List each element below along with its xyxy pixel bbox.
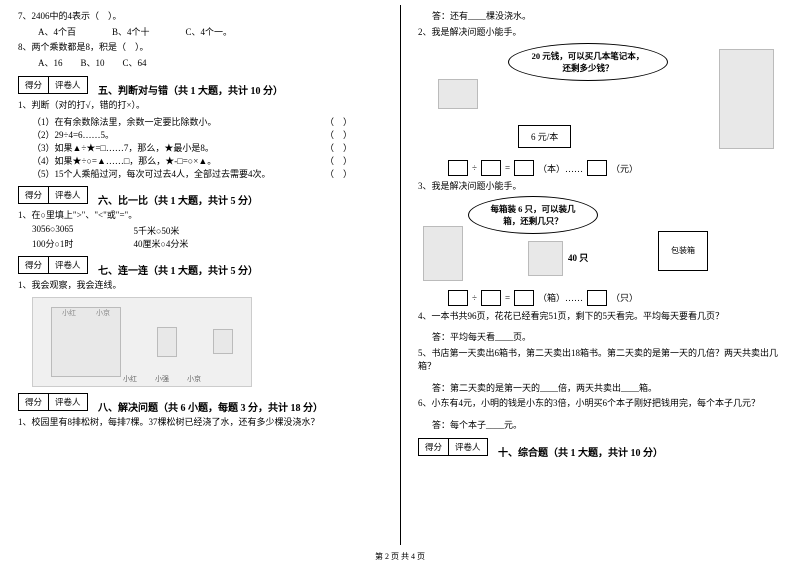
right-column: 答：还有____棵没浇水。 2、我是解决问题小能手。 20 元钱，可以买几本笔记… bbox=[400, 0, 800, 565]
q6: 6、小东有4元，小明的钱是小东的3倍，小明买6个本子刚好把钱用完，每个本子几元？ bbox=[418, 397, 782, 411]
q7-text: 7、2406中的4表示（ ）。 bbox=[18, 10, 382, 24]
ans5: 答：第二天卖的是第一天的____倍，两天共卖出____箱。 bbox=[418, 382, 782, 396]
judge-3: （3）如果▲÷★=□……7，那么，★最小是8。（ ） bbox=[18, 141, 382, 154]
score-label: 得分 bbox=[18, 76, 49, 94]
q3: 3、我是解决问题小能手。 bbox=[418, 180, 782, 194]
price-box: 6 元/本 bbox=[518, 125, 571, 148]
calc-row-2: ÷ = （箱）…… （只） bbox=[448, 290, 782, 306]
sec5-title: 五、判断对与错（共 1 大题，共计 10 分） bbox=[98, 82, 382, 97]
sec10-title: 十、综合题（共 1 大题，共计 10 分） bbox=[498, 444, 782, 459]
judge-2: （2）29÷4=6……5。（ ） bbox=[18, 128, 382, 141]
sec8-q1: 1、校园里有8排松树，每排7棵。37棵松树已经浇了水，还有多少棵没浇水？ bbox=[18, 416, 382, 430]
ans1: 答：还有____棵没浇水。 bbox=[418, 10, 782, 24]
calc-row-1: ÷ = （本）…… （元） bbox=[448, 160, 782, 176]
sec6-title: 六、比一比（共 1 大题，共计 5 分） bbox=[98, 192, 382, 207]
q5: 5、书店第一天卖出6箱书，第二天卖出18箱书。第二天卖的是第一天的几倍？两天共卖… bbox=[418, 347, 782, 374]
q2: 2、我是解决问题小能手。 bbox=[418, 26, 782, 40]
q7-opts: A、4个百 B、4个十 C、4个一。 bbox=[18, 26, 382, 40]
bubble-2: 每箱装 6 只，可以装几 箱，还剩几只？ bbox=[468, 196, 598, 234]
ans6: 答：每个本子____元。 bbox=[418, 419, 782, 433]
ans4: 答：平均每天看____页。 bbox=[418, 331, 782, 345]
sec5-intro: 1、判断（对的打√，错的打×）。 bbox=[18, 99, 382, 113]
count-label: 40 只 bbox=[568, 251, 588, 264]
q8-text: 8、两个乘数都是8，积是（ ）。 bbox=[18, 41, 382, 55]
grader-label: 评卷人 bbox=[49, 76, 88, 94]
sec8-title: 八、解决问题（共 6 小题，每题 3 分，共计 18 分） bbox=[98, 399, 382, 414]
girl-figure-icon bbox=[719, 49, 774, 149]
q8-opts: A、16 B、10 C、64 bbox=[18, 57, 382, 71]
judge-5: （5）15个人乘船过河，每次可过去4人，全部过去需要4次。（ ） bbox=[18, 167, 382, 180]
bubble-1: 20 元钱，可以买几本笔记本， 还剩多少钱？ bbox=[508, 43, 668, 81]
judge-1: （1）在有余数除法里，余数一定要比除数小。（ ） bbox=[18, 115, 382, 128]
q4: 4、一本书共96页，花花已经看完51页，剩下的5天看完。平均每天要看几页？ bbox=[418, 310, 782, 324]
connect-illustration: 小红小京 小红 小强 小京 bbox=[32, 297, 252, 387]
sec7-intro: 1、我会观察，我会连线。 bbox=[18, 279, 382, 293]
toy-icon bbox=[528, 241, 563, 276]
notebook-icon bbox=[438, 79, 478, 109]
compare-row-1: 3056○30655千米○50米 bbox=[18, 224, 382, 237]
left-column: 7、2406中的4表示（ ）。 A、4个百 B、4个十 C、4个一。 8、两个乘… bbox=[0, 0, 400, 565]
kids-figure-icon: 小红小京 bbox=[51, 307, 121, 377]
sec6-intro: 1、在○里填上">"、"<"或"="。 bbox=[18, 209, 382, 223]
lamp-icon bbox=[157, 327, 177, 357]
package-box-icon: 包装箱 bbox=[658, 231, 708, 271]
compare-row-2: 100分○1时40厘米○4分米 bbox=[18, 237, 382, 250]
page-footer: 第 2 页 共 4 页 bbox=[0, 551, 800, 562]
judge-4: （4）如果★÷○=▲……□，那么，★-□=○×▲。（ ） bbox=[18, 154, 382, 167]
boy-figure-icon bbox=[423, 226, 463, 281]
bag-icon bbox=[213, 329, 233, 354]
sec7-title: 七、连一连（共 1 大题，共计 5 分） bbox=[98, 262, 382, 277]
blank-box bbox=[448, 160, 468, 176]
